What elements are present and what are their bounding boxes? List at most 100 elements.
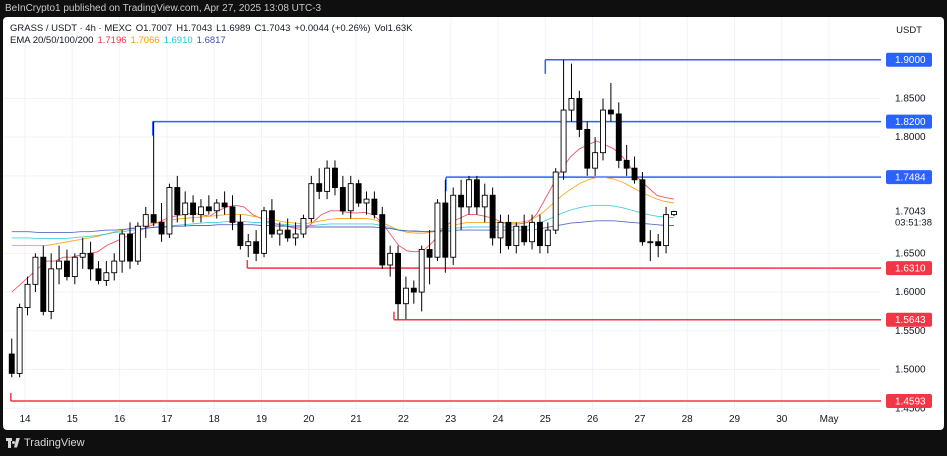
candle[interactable] (300, 214, 307, 238)
candle[interactable] (8, 338, 15, 378)
candle[interactable] (213, 199, 220, 219)
candle[interactable] (410, 280, 417, 304)
candle[interactable] (552, 168, 559, 234)
candle[interactable] (158, 203, 165, 242)
time-axis[interactable]: 14 15 16 17 18 19 20 21 22 23 24 25 26 27 28 29 30 May (19, 414, 838, 425)
candle[interactable] (245, 233, 252, 258)
candle[interactable] (529, 214, 536, 250)
candle[interactable] (95, 261, 102, 285)
candle[interactable] (623, 144, 630, 176)
candle[interactable] (134, 222, 141, 265)
tradingview-logo[interactable]: TradingView (6, 437, 85, 449)
candle[interactable] (127, 222, 133, 269)
candle[interactable] (174, 175, 181, 223)
candle[interactable] (40, 245, 47, 316)
ema-title[interactable]: EMA 20/50/100/200 (10, 35, 94, 46)
candle[interactable] (647, 230, 654, 262)
candle[interactable] (544, 222, 551, 254)
candle[interactable] (142, 206, 149, 238)
currency-label[interactable]: USDT (896, 25, 922, 36)
candle[interactable] (87, 241, 94, 281)
candle[interactable] (387, 245, 394, 277)
x-tick-label: 28 (682, 414, 694, 425)
candle[interactable] (253, 230, 260, 262)
candle[interactable] (261, 206, 267, 258)
candle[interactable] (473, 175, 480, 215)
candle[interactable] (450, 187, 457, 265)
candle[interactable] (639, 172, 646, 246)
candle-body (253, 241, 260, 254)
candle[interactable] (56, 245, 63, 285)
candle[interactable] (103, 261, 110, 286)
ema200-value: 1.6817 (196, 35, 226, 46)
candle[interactable] (284, 218, 291, 242)
candle[interactable] (655, 233, 662, 258)
candle[interactable] (363, 191, 370, 215)
candle[interactable] (584, 121, 591, 176)
candle[interactable] (198, 199, 204, 223)
candle[interactable] (466, 175, 472, 215)
candle[interactable] (418, 245, 425, 312)
candle[interactable] (371, 191, 378, 219)
candle[interactable] (631, 156, 638, 184)
candle[interactable] (497, 214, 504, 254)
candle[interactable] (402, 276, 409, 320)
candle[interactable] (150, 121, 157, 227)
candle[interactable] (237, 214, 244, 250)
candle[interactable] (63, 249, 70, 281)
candle-body (32, 256, 39, 285)
candle[interactable] (182, 191, 189, 227)
candle[interactable] (205, 195, 212, 215)
candle[interactable] (111, 253, 118, 281)
candle[interactable] (568, 63, 575, 122)
candle-body (505, 221, 512, 247)
candle[interactable] (434, 199, 441, 262)
candle[interactable] (560, 59, 567, 180)
candle[interactable] (292, 222, 299, 246)
candle[interactable] (607, 82, 614, 122)
candle[interactable] (489, 187, 496, 246)
candle[interactable] (166, 183, 173, 238)
candle[interactable] (32, 253, 39, 293)
candle[interactable] (276, 222, 283, 246)
candle[interactable] (332, 160, 338, 196)
symbol-label[interactable]: GRASS / USDT · 4h · MEXC (10, 23, 132, 34)
candle[interactable] (379, 206, 386, 269)
candle[interactable] (536, 214, 543, 254)
candle[interactable] (229, 195, 236, 231)
candle[interactable] (426, 230, 433, 285)
candle[interactable] (16, 303, 23, 378)
candle[interactable] (513, 222, 520, 254)
candle[interactable] (355, 179, 362, 207)
candle[interactable] (592, 137, 599, 176)
candle[interactable] (324, 160, 331, 200)
price-axis[interactable]: 1.85001.80001.75001.704303:51:381.65001.… (886, 52, 932, 415)
candle[interactable] (24, 276, 31, 316)
candle[interactable] (190, 195, 197, 223)
candlestick-chart[interactable]: 1.85001.80001.75001.704303:51:381.65001.… (3, 17, 944, 430)
candle[interactable] (268, 199, 275, 238)
candle[interactable] (600, 98, 606, 161)
candle[interactable] (458, 179, 465, 231)
candle[interactable] (395, 245, 401, 320)
candle[interactable] (119, 230, 126, 273)
candle[interactable] (79, 237, 86, 269)
candle[interactable] (481, 183, 488, 223)
candle[interactable] (339, 175, 346, 215)
candle[interactable] (316, 168, 323, 200)
candle[interactable] (308, 175, 315, 223)
candle[interactable] (71, 253, 78, 285)
x-tick-label: 15 (67, 414, 79, 425)
candle[interactable] (576, 90, 583, 138)
candle[interactable] (505, 214, 512, 250)
candle[interactable] (221, 191, 228, 215)
candle[interactable] (671, 210, 677, 217)
candle-body (521, 225, 528, 243)
candle[interactable] (663, 206, 670, 254)
candle[interactable] (48, 253, 55, 320)
candle[interactable] (615, 102, 622, 169)
candle[interactable] (442, 179, 449, 273)
candle[interactable] (347, 175, 354, 219)
candle[interactable] (521, 214, 528, 246)
chart-panel[interactable]: 1.85001.80001.75001.704303:51:381.65001.… (3, 17, 944, 430)
